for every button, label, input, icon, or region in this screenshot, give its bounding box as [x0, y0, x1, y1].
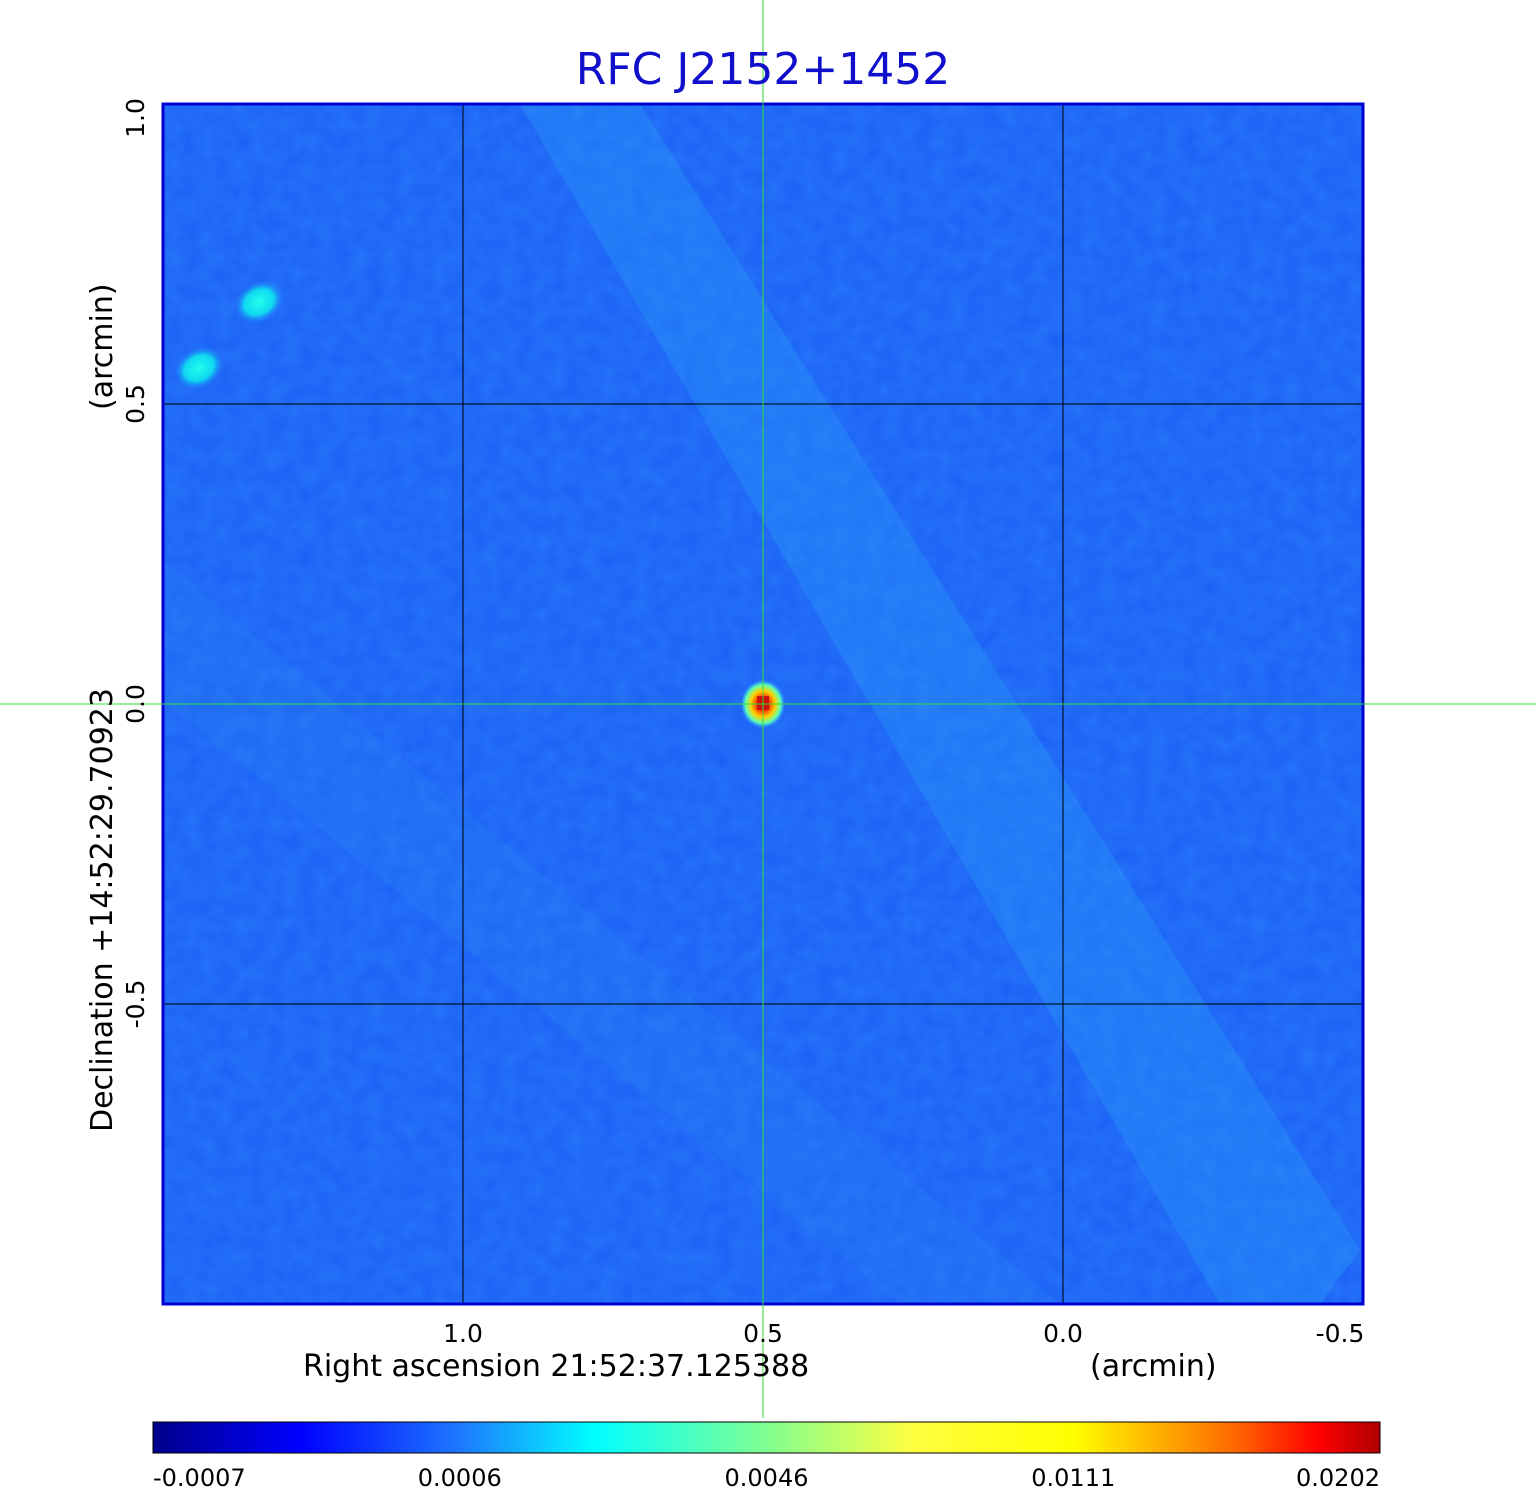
- y-axis-unit: (arcmin): [85, 283, 120, 410]
- x-tick-label: 1.0: [443, 1319, 483, 1348]
- colorbar: [153, 1422, 1380, 1453]
- x-tick-labels: 1.0 0.5 0.0 -0.5: [443, 1319, 1364, 1348]
- x-axis-unit: (arcmin): [1090, 1349, 1217, 1384]
- chart-title: RFC J2152+1452: [576, 44, 950, 95]
- colorbar-label: 0.0202: [1296, 1464, 1380, 1492]
- y-tick-label: -0.5: [121, 980, 150, 1029]
- y-tick-labels: -0.5 0.0 0.5 1.0: [121, 98, 150, 1028]
- x-tick-label: 0.0: [1043, 1319, 1083, 1348]
- x-tick-label: 0.5: [743, 1319, 783, 1348]
- colorbar-label: 0.0046: [725, 1464, 809, 1492]
- colorbar-label: 0.0006: [418, 1464, 502, 1492]
- y-tick-label: 1.0: [121, 98, 150, 138]
- x-tick-label: -0.5: [1316, 1319, 1365, 1348]
- colorbar-labels: -0.0007 0.0006 0.0046 0.0111 0.0202: [153, 1464, 1380, 1492]
- colorbar-label: -0.0007: [153, 1464, 246, 1492]
- y-axis-label: Declination +14:52:29.70923: [85, 688, 120, 1132]
- colorbar-label: 0.0111: [1031, 1464, 1115, 1492]
- x-axis-label: Right ascension 21:52:37.125388: [303, 1349, 809, 1384]
- y-tick-label: 0.0: [121, 684, 150, 724]
- y-tick-label: 0.5: [121, 384, 150, 424]
